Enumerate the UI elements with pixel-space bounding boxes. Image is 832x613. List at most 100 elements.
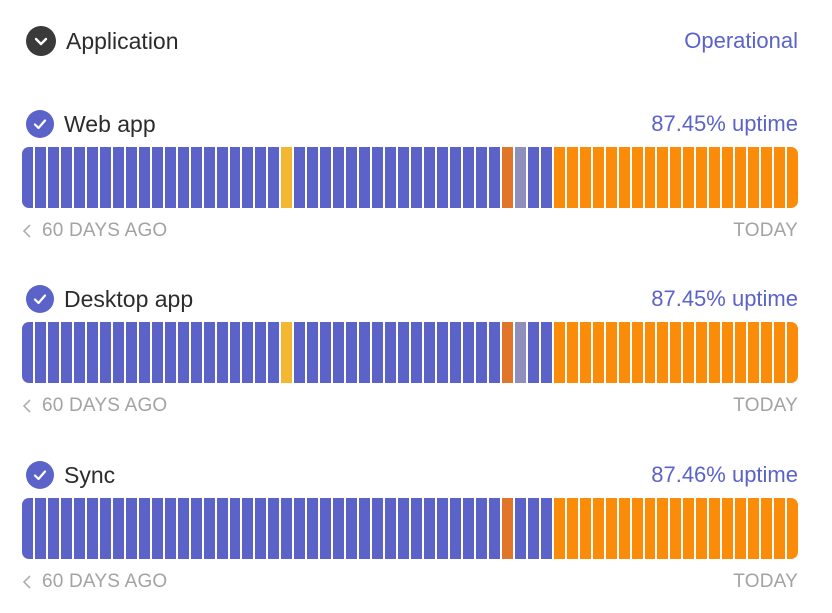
uptime-day[interactable] [605, 498, 617, 559]
uptime-day[interactable] [60, 147, 72, 208]
uptime-day[interactable] [411, 147, 423, 208]
uptime-day[interactable] [320, 498, 332, 559]
uptime-day[interactable] [307, 322, 319, 383]
uptime-day[interactable] [657, 498, 669, 559]
uptime-day[interactable] [592, 498, 604, 559]
uptime-day[interactable] [112, 147, 124, 208]
uptime-day[interactable] [748, 322, 760, 383]
uptime-day[interactable] [268, 498, 280, 559]
uptime-day[interactable] [411, 498, 423, 559]
uptime-day[interactable] [385, 147, 397, 208]
uptime-day[interactable] [787, 322, 798, 383]
uptime-day[interactable] [709, 322, 721, 383]
uptime-day[interactable] [631, 498, 643, 559]
uptime-day[interactable] [696, 147, 708, 208]
uptime-day[interactable] [683, 322, 695, 383]
uptime-day[interactable] [346, 498, 358, 559]
uptime-day[interactable] [709, 147, 721, 208]
uptime-day[interactable] [22, 147, 33, 208]
uptime-day[interactable] [670, 498, 682, 559]
uptime-day[interactable] [73, 147, 85, 208]
uptime-day[interactable] [579, 147, 591, 208]
uptime-day[interactable] [177, 498, 189, 559]
uptime-day[interactable] [73, 498, 85, 559]
uptime-day[interactable] [164, 498, 176, 559]
uptime-day[interactable] [281, 147, 293, 208]
uptime-day[interactable] [216, 498, 228, 559]
uptime-day[interactable] [566, 498, 578, 559]
uptime-day[interactable] [761, 498, 773, 559]
uptime-day[interactable] [618, 498, 630, 559]
uptime-day[interactable] [398, 498, 410, 559]
uptime-day[interactable] [605, 147, 617, 208]
uptime-day[interactable] [670, 322, 682, 383]
uptime-day[interactable] [73, 322, 85, 383]
uptime-day[interactable] [437, 147, 448, 208]
uptime-day[interactable] [657, 322, 669, 383]
uptime-day[interactable] [333, 498, 345, 559]
uptime-day[interactable] [99, 322, 111, 383]
uptime-day[interactable] [696, 498, 708, 559]
uptime-day[interactable] [411, 322, 423, 383]
uptime-day[interactable] [86, 322, 98, 383]
uptime-day[interactable] [501, 322, 513, 383]
uptime-day[interactable] [86, 498, 98, 559]
uptime-day[interactable] [540, 498, 552, 559]
uptime-day[interactable] [437, 498, 448, 559]
uptime-day[interactable] [190, 322, 202, 383]
uptime-day[interactable] [501, 498, 513, 559]
uptime-day[interactable] [359, 322, 371, 383]
uptime-day[interactable] [138, 498, 150, 559]
uptime-day[interactable] [553, 322, 565, 383]
uptime-day[interactable] [437, 322, 448, 383]
uptime-day[interactable] [372, 147, 384, 208]
uptime-day[interactable] [86, 147, 98, 208]
uptime-day[interactable] [125, 147, 137, 208]
uptime-day[interactable] [488, 498, 500, 559]
uptime-day[interactable] [138, 147, 150, 208]
uptime-day[interactable] [683, 498, 695, 559]
uptime-day[interactable] [475, 322, 487, 383]
uptime-day[interactable] [722, 147, 734, 208]
uptime-day[interactable] [540, 322, 552, 383]
uptime-day[interactable] [151, 147, 163, 208]
uptime-day[interactable] [501, 147, 513, 208]
uptime-day[interactable] [177, 322, 189, 383]
uptime-day[interactable] [99, 147, 111, 208]
uptime-day[interactable] [774, 498, 786, 559]
uptime-day[interactable] [164, 147, 176, 208]
uptime-day[interactable] [229, 322, 241, 383]
uptime-day[interactable] [514, 498, 526, 559]
uptime-day[interactable] [722, 498, 734, 559]
uptime-day[interactable] [579, 322, 591, 383]
uptime-day[interactable] [34, 498, 46, 559]
uptime-day[interactable] [99, 498, 111, 559]
uptime-day[interactable] [294, 322, 306, 383]
uptime-day[interactable] [631, 322, 643, 383]
uptime-day[interactable] [735, 322, 747, 383]
uptime-day[interactable] [320, 147, 332, 208]
uptime-day[interactable] [255, 147, 267, 208]
uptime-day[interactable] [566, 147, 578, 208]
uptime-day[interactable] [164, 322, 176, 383]
uptime-day[interactable] [566, 322, 578, 383]
uptime-day[interactable] [398, 322, 410, 383]
uptime-day[interactable] [787, 147, 798, 208]
uptime-day[interactable] [748, 147, 760, 208]
uptime-day[interactable] [281, 498, 293, 559]
uptime-day[interactable] [359, 147, 371, 208]
uptime-day[interactable] [151, 322, 163, 383]
uptime-day[interactable] [190, 147, 202, 208]
uptime-day[interactable] [372, 322, 384, 383]
uptime-day[interactable] [125, 322, 137, 383]
uptime-day[interactable] [514, 147, 526, 208]
uptime-day[interactable] [60, 322, 72, 383]
uptime-day[interactable] [307, 147, 319, 208]
uptime-day[interactable] [449, 147, 461, 208]
uptime-day[interactable] [579, 498, 591, 559]
uptime-day[interactable] [242, 322, 254, 383]
uptime-day[interactable] [22, 498, 33, 559]
uptime-day[interactable] [748, 498, 760, 559]
uptime-day[interactable] [112, 322, 124, 383]
uptime-day[interactable] [333, 322, 345, 383]
